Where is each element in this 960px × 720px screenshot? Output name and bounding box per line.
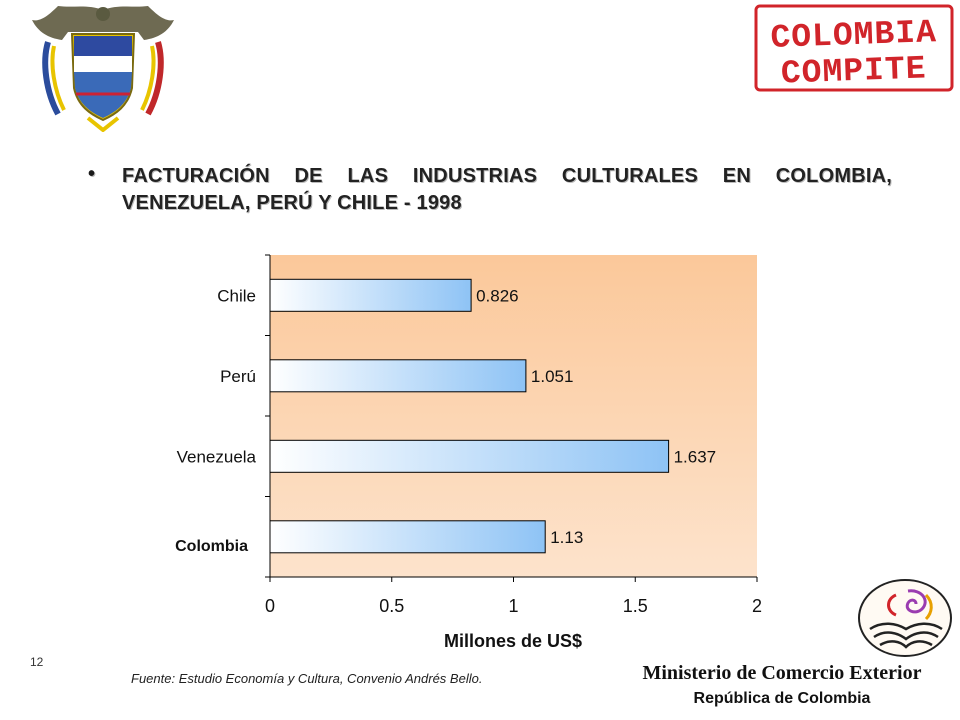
x-tick-label: 1 xyxy=(508,596,518,616)
bar-perú xyxy=(269,359,527,393)
slide-title: FACTURACIÓN DE LAS INDUSTRIAS CULTURALES… xyxy=(122,165,892,214)
ministry-logo-icon xyxy=(858,579,952,657)
axes-group: Chile Perú Venezuela Colombia 0 0.5 1 1.5 2 xyxy=(175,254,762,616)
category-label: Chile xyxy=(217,286,256,305)
data-label: 1.637 xyxy=(674,447,717,466)
bar-venezuela xyxy=(269,439,670,473)
category-label: Perú xyxy=(220,367,256,386)
data-label: 1.051 xyxy=(531,367,574,386)
source-note: Fuente: Estudio Economía y Cultura, Conv… xyxy=(131,671,483,686)
x-tick-label: 0 xyxy=(265,596,275,616)
bar-colombia xyxy=(269,520,546,554)
coat-of-arms-icon xyxy=(32,6,174,132)
bars-group: 0.826 1.051 1.637 1.13 xyxy=(269,278,717,554)
bar-chile xyxy=(269,278,472,312)
category-label: Colombia xyxy=(175,538,248,555)
stamp-icon: COLOMBIA COMPITE xyxy=(754,4,954,93)
colombia-compite-stamp: COLOMBIA COMPITE xyxy=(752,2,957,94)
republic-name: República de Colombia xyxy=(693,690,871,707)
category-label: Venezuela xyxy=(177,447,257,466)
x-tick-label: 2 xyxy=(752,596,762,616)
svg-text:COMPITE: COMPITE xyxy=(780,50,927,92)
page-number: 12 xyxy=(30,655,44,669)
x-tick-label: 1.5 xyxy=(623,596,648,616)
data-label: 0.826 xyxy=(476,286,519,305)
x-axis-title: Millones de US$ xyxy=(444,631,582,651)
ministry-name: Ministerio de Comercio Exterior xyxy=(642,662,922,684)
data-label: 1.13 xyxy=(550,528,583,547)
x-tick-label: 0.5 xyxy=(379,596,404,616)
title-bullet: • xyxy=(88,163,96,185)
svg-text:COLOMBIA: COLOMBIA xyxy=(770,14,938,57)
